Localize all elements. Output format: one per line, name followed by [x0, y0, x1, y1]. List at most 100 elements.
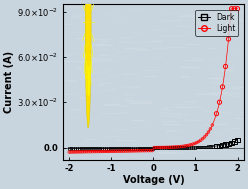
- Point: [220, 85, 224, 88]
- Point: [69, 147, 73, 150]
- Point: [133, 147, 137, 150]
- Point: [93, 147, 96, 150]
- Point: [106, 150, 110, 153]
- Point: [206, 145, 210, 148]
- Point: [147, 147, 151, 150]
- Point: [102, 150, 106, 153]
- Point: [189, 143, 193, 146]
- Point: [67, 150, 71, 153]
- Point: [125, 149, 129, 153]
- Point: [187, 144, 191, 147]
- Point: [172, 146, 176, 149]
- Point: [195, 146, 199, 149]
- Point: [122, 147, 125, 150]
- Point: [104, 147, 108, 150]
- Point: [223, 65, 227, 68]
- Point: [125, 147, 129, 150]
- Point: [143, 147, 147, 150]
- Point: [135, 147, 139, 150]
- Point: [193, 142, 197, 145]
- Point: [208, 145, 212, 148]
- Point: [89, 150, 93, 153]
- Point: [156, 146, 160, 149]
- Point: [226, 38, 230, 41]
- Point: [201, 146, 205, 149]
- Point: [183, 146, 187, 149]
- Point: [154, 146, 158, 149]
- Point: [220, 144, 224, 147]
- Point: [152, 146, 156, 149]
- Point: [191, 143, 195, 146]
- Point: [172, 146, 176, 149]
- Point: [120, 149, 124, 153]
- Point: [160, 146, 164, 149]
- Point: [183, 144, 187, 147]
- Point: [127, 149, 131, 153]
- Point: [205, 133, 209, 136]
- Point: [166, 146, 170, 149]
- Point: [94, 150, 98, 153]
- Point: [158, 146, 162, 149]
- Point: [215, 145, 218, 148]
- Point: [137, 147, 141, 150]
- Point: [85, 147, 89, 150]
- Point: [149, 147, 153, 150]
- Point: [83, 150, 87, 153]
- Point: [236, 138, 240, 141]
- Point: [174, 145, 178, 148]
- Point: [168, 146, 172, 149]
- Point: [185, 144, 189, 147]
- Point: [162, 146, 166, 149]
- Point: [176, 146, 180, 149]
- Point: [106, 147, 110, 150]
- Point: [152, 146, 156, 149]
- Point: [129, 147, 133, 150]
- Point: [168, 146, 172, 149]
- Point: [98, 150, 102, 153]
- Point: [178, 146, 182, 149]
- Point: [141, 147, 145, 150]
- Point: [120, 147, 124, 150]
- Point: [156, 146, 160, 149]
- Point: [208, 127, 212, 130]
- Point: [131, 147, 135, 150]
- Point: [215, 112, 218, 115]
- Point: [96, 150, 100, 153]
- Point: [79, 150, 83, 153]
- Point: [199, 146, 203, 149]
- Point: [145, 147, 149, 150]
- Point: [87, 150, 91, 153]
- Point: [217, 144, 221, 147]
- Point: [114, 147, 118, 150]
- Point: [110, 150, 114, 153]
- Point: [91, 147, 94, 150]
- Point: [201, 137, 205, 140]
- Point: [81, 150, 85, 153]
- Point: [85, 150, 89, 153]
- Point: [223, 143, 227, 146]
- Point: [122, 149, 125, 153]
- Circle shape: [85, 0, 91, 128]
- Point: [116, 150, 120, 153]
- Point: [176, 145, 180, 148]
- Point: [233, 140, 237, 143]
- Point: [166, 146, 170, 149]
- Point: [150, 147, 154, 150]
- Point: [112, 150, 116, 153]
- X-axis label: Voltage (V): Voltage (V): [123, 175, 184, 185]
- Point: [233, 7, 237, 10]
- Point: [174, 146, 178, 149]
- Point: [118, 150, 122, 153]
- Point: [91, 150, 94, 153]
- Legend: Dark, Light: Dark, Light: [195, 9, 238, 36]
- Point: [149, 149, 153, 152]
- Point: [217, 101, 221, 104]
- Point: [139, 147, 143, 150]
- Point: [81, 147, 85, 150]
- Point: [178, 145, 182, 148]
- Point: [75, 147, 79, 150]
- Point: [197, 146, 201, 149]
- Point: [158, 146, 162, 149]
- Point: [203, 145, 207, 148]
- Point: [73, 147, 77, 150]
